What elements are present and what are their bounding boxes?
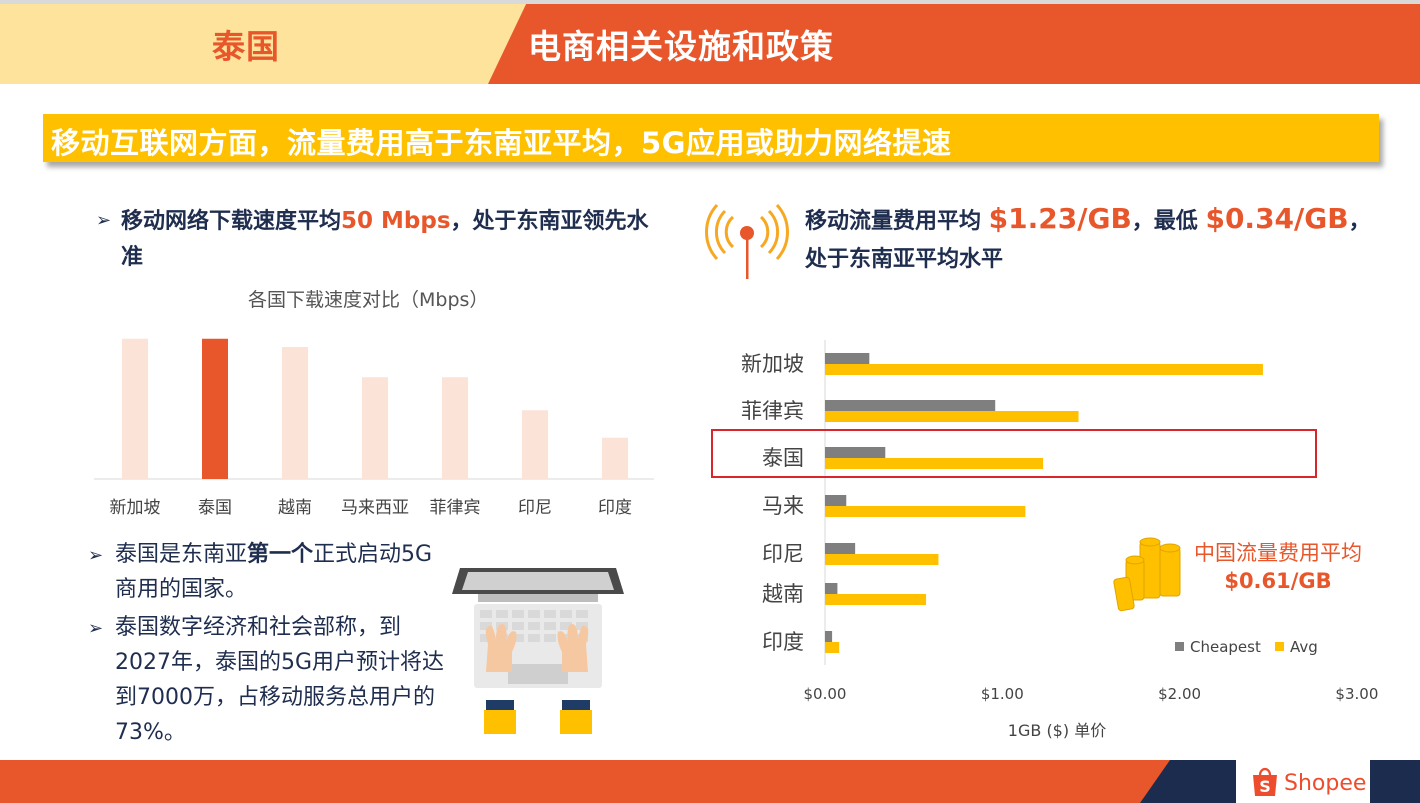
speed-category-label: 泰国: [198, 498, 232, 518]
laptop-typing-icon: [452, 568, 624, 734]
coins-icon: [1113, 537, 1181, 612]
avg-bar: [825, 506, 1026, 517]
cheapest-bar: [825, 447, 886, 458]
fee-min: $0.34/GB: [1205, 202, 1349, 235]
fact-first-5g: 泰国是东南亚第一个正式启动5G商用的国家。: [115, 537, 445, 607]
legend-label: Avg: [1290, 638, 1318, 656]
cost-tick-label: $1.00: [981, 685, 1024, 703]
bullet-arrow-icon: ➢: [96, 210, 112, 231]
speed-bar: [602, 437, 628, 479]
cheapest-bar: [825, 353, 870, 364]
fact-2-text: 泰国数字经济和社会部称，到2027年，泰国的5G用户预计将达到7000万，占移动…: [115, 615, 445, 745]
footer-band: [0, 760, 1420, 803]
speed-chart-title: 各国下载速度对比（Mbps）: [248, 289, 489, 311]
speed-value: 50 Mbps: [341, 208, 451, 234]
bullet-arrow-icon: ➢: [88, 545, 104, 566]
cheapest-bar: [825, 543, 856, 554]
speed-bullet: 移动网络下载速度平均50 Mbps，处于东南亚领先水准: [121, 203, 661, 276]
header-banner: 泰国 电商相关设施和政策: [0, 0, 1420, 84]
thailand-highlight-box: [711, 429, 1317, 478]
shopee-bag-icon: S: [1253, 767, 1277, 796]
speed-category-label: 印度: [598, 498, 632, 518]
cost-category-label: 泰国: [762, 446, 804, 470]
speed-category-label: 越南: [278, 498, 312, 518]
fee-prefix: 移动流量费用平均: [805, 209, 989, 234]
speed-bar: [282, 347, 308, 479]
speed-bar: [362, 377, 388, 479]
speed-bar: [202, 338, 228, 479]
speed-bar: [522, 410, 548, 479]
cheapest-bar: [825, 495, 847, 506]
cost-category-label: 印度: [762, 630, 804, 654]
fee-suffix: ，处于东南亚平均水平: [805, 209, 1371, 272]
speed-category-label: 新加坡: [110, 498, 161, 518]
legend-label: Cheapest: [1190, 638, 1261, 656]
fact-5g-users: 泰国数字经济和社会部称，到2027年，泰国的5G用户预计将达到7000万，占移动…: [115, 610, 445, 750]
speed-bar-chart: 新加坡 泰国 越南 马来西亚 菲律宾 印尼 印度: [94, 338, 654, 518]
avg-bar: [825, 458, 1044, 469]
cost-tick-label: $3.00: [1335, 685, 1378, 703]
legend-swatch: [1275, 642, 1284, 651]
avg-bar: [825, 364, 1263, 375]
avg-bar: [825, 594, 927, 605]
cheapest-bar: [825, 400, 996, 411]
cheapest-bar: [825, 631, 833, 642]
fee-avg: $1.23/GB: [988, 202, 1132, 235]
svg-text:S: S: [1259, 777, 1271, 796]
cost-category-label: 菲律宾: [741, 399, 804, 423]
speed-category-label: 马来西亚: [341, 498, 409, 518]
avg-bar: [825, 554, 939, 565]
speed-category-label: 印尼: [518, 498, 552, 518]
shopee-logo: S: [1236, 760, 1370, 803]
avg-bar: [825, 642, 840, 653]
china-fee-callout: 中国流量费用平均 $0.61/GB: [1188, 539, 1368, 595]
fact-1-pre: 泰国是东南亚: [115, 542, 248, 567]
signal-tower-icon: [705, 203, 789, 279]
cost-axis-title: 1GB ($) 单价: [1008, 721, 1106, 740]
cost-category-label: 越南: [762, 582, 804, 606]
shopee-brand-text: Shopee: [1284, 771, 1367, 796]
china-fee-label: 中国流量费用平均: [1194, 541, 1362, 565]
bullet-arrow-icon: ➢: [88, 618, 104, 639]
cheapest-bar: [825, 583, 838, 594]
speed-prefix: 移动网络下载速度平均: [121, 209, 342, 234]
header-background: [0, 0, 1420, 84]
cost-category-label: 马来: [762, 494, 804, 518]
headline-banner: 移动互联网方面，流量费用高于东南亚平均，5G应用或助力网络提速: [43, 114, 1379, 162]
avg-bar: [825, 411, 1079, 422]
fee-bullet: 移动流量费用平均 $1.23/GB，最低 $0.34/GB，处于东南亚平均水平: [805, 200, 1385, 279]
fact-1-bold: 第一个: [247, 542, 314, 567]
cost-category-label: 新加坡: [741, 352, 804, 376]
header-title: 电商相关设施和政策: [528, 27, 834, 66]
fact-1-post: 正式启动5G商用的国家。: [115, 542, 433, 602]
cost-tick-label: $0.00: [804, 685, 847, 703]
legend-swatch: [1175, 642, 1184, 651]
speed-bar: [122, 338, 148, 479]
speed-suffix: ，处于东南亚领先水准: [121, 209, 649, 270]
header-country: 泰国: [212, 27, 280, 66]
headline-text: 移动互联网方面，流量费用高于东南亚平均，5G应用或助力网络提速: [51, 126, 952, 160]
speed-category-label: 菲律宾: [430, 498, 481, 518]
china-fee-value: $0.61/GB: [1224, 569, 1332, 593]
cost-tick-label: $2.00: [1158, 685, 1201, 703]
cost-category-label: 印尼: [762, 542, 804, 566]
fee-mid: ，最低: [1131, 209, 1206, 234]
speed-bar: [442, 377, 468, 479]
